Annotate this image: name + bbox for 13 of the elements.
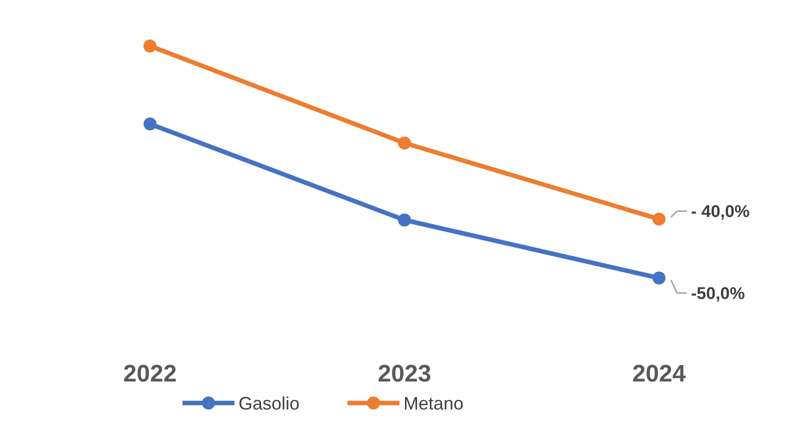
annotation: - 40,0% bbox=[691, 202, 750, 222]
point bbox=[652, 272, 666, 284]
legend-label: Metano bbox=[404, 393, 464, 414]
legend-label: Gasolio bbox=[238, 393, 300, 414]
x-tick-label: 2024 bbox=[632, 360, 686, 388]
point bbox=[144, 117, 156, 130]
point bbox=[652, 212, 666, 226]
point bbox=[398, 136, 411, 150]
x-tick-label: 2022 bbox=[123, 360, 177, 388]
point bbox=[398, 214, 411, 226]
point bbox=[144, 40, 156, 52]
annotation: -50,0% bbox=[691, 284, 745, 303]
x-tick-label: 2023 bbox=[378, 360, 432, 388]
